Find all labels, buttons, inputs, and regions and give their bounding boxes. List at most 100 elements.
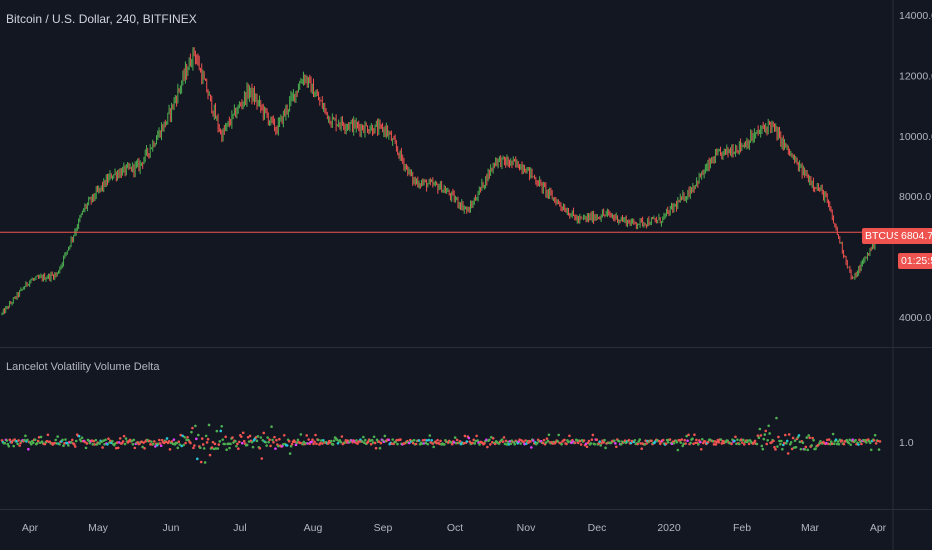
indicator-dot	[636, 442, 640, 446]
indicator-dot	[100, 440, 103, 444]
indicator-dot	[177, 440, 181, 443]
indicator-dot	[94, 438, 98, 442]
indicator-dot	[756, 434, 760, 437]
indicator-dot	[836, 440, 840, 443]
indicator-dot	[604, 446, 607, 450]
indicator-dot	[523, 442, 526, 446]
indicator-dot	[430, 438, 434, 442]
indicator-dot	[788, 442, 792, 446]
indicator-dot	[84, 446, 88, 450]
indicator-dot	[293, 440, 297, 444]
indicator-dot	[288, 452, 292, 455]
indicator-dot	[107, 437, 110, 441]
indicator-dot	[829, 440, 833, 443]
indicator-dot	[565, 442, 568, 446]
time-axis[interactable]: Apr May Jun Jul Aug Sep Oct Nov Dec 2020 Feb Mar Apr	[22, 522, 887, 534]
indicator-dot	[734, 435, 737, 439]
indicator-dot	[332, 439, 336, 443]
indicator-dot	[812, 438, 815, 442]
indicator-dot	[783, 433, 787, 437]
indicator-dot	[377, 440, 381, 443]
indicator-dot	[143, 446, 146, 450]
indicator-dot	[857, 443, 860, 446]
indicator-dot	[193, 444, 196, 447]
indicator-dot	[617, 439, 621, 443]
indicator-dot	[210, 446, 214, 449]
indicator-dot	[305, 434, 309, 437]
indicator-dot	[740, 441, 744, 444]
indicator-dot	[251, 445, 255, 449]
indicator-dot	[500, 438, 504, 441]
indicator-dot	[627, 438, 631, 442]
indicator-dot	[167, 440, 171, 443]
indicator-dot	[878, 440, 882, 443]
indicator-dot	[36, 439, 40, 443]
indicator-dot	[201, 443, 205, 446]
indicator-dot	[740, 438, 743, 441]
indicator-dot	[778, 439, 781, 443]
indicator-dot	[678, 439, 682, 442]
indicator-dot	[335, 438, 339, 441]
indicator-dot	[205, 441, 209, 444]
indicator-dot	[116, 446, 120, 450]
x-tick-label: May	[88, 522, 109, 534]
indicator-axis[interactable]: 1.0	[899, 437, 914, 449]
indicator-dot	[199, 460, 203, 464]
indicator-dot	[56, 435, 59, 438]
indicator-dot	[79, 439, 83, 443]
indicator-dot	[122, 434, 126, 438]
indicator-dot	[827, 438, 831, 441]
indicator-dot	[865, 441, 868, 444]
indicator-dot	[390, 442, 393, 445]
indicator-dot	[683, 438, 686, 442]
indicator-dot	[578, 439, 582, 443]
indicator-dot	[220, 424, 224, 428]
indicator-dot	[106, 443, 109, 446]
indicator-dot	[525, 442, 528, 445]
indicator-dot	[302, 440, 306, 444]
indicator-dot	[692, 442, 695, 446]
indicator-dot	[396, 442, 399, 446]
indicator-dot	[262, 431, 266, 435]
indicator-dot	[645, 442, 648, 445]
indicator-dot	[8, 438, 12, 442]
indicator-dot	[190, 430, 193, 434]
indicator-dot	[131, 442, 135, 446]
indicator-dot	[522, 440, 525, 444]
indicator-dot	[476, 439, 479, 442]
indicator-dot	[463, 434, 467, 438]
indicator-dot	[35, 441, 39, 445]
indicator-dot	[115, 441, 119, 444]
indicator-dot	[860, 442, 863, 446]
indicator-dot	[785, 439, 789, 443]
indicator-dot	[157, 438, 161, 442]
indicator-dot	[793, 439, 797, 442]
indicator-dot	[6, 442, 10, 446]
x-tick-label: 2020	[657, 522, 681, 534]
indicator-dot	[255, 439, 259, 443]
indicator-dot	[359, 438, 362, 441]
indicator-dot	[266, 436, 269, 439]
indicator-dot	[231, 436, 234, 439]
indicator-dot	[842, 442, 846, 446]
indicator-dot	[859, 440, 862, 444]
indicator-dot	[285, 444, 289, 447]
indicator-dot	[505, 443, 509, 446]
indicator-dot	[458, 440, 462, 443]
indicator-dot	[590, 438, 594, 441]
indicator-dot	[672, 441, 676, 445]
x-tick-label: Apr	[22, 522, 39, 534]
indicator-dot	[568, 434, 571, 438]
indicator-dot	[687, 433, 690, 437]
indicator-dot	[765, 442, 769, 446]
indicator-dot	[153, 440, 156, 443]
indicator-dot	[689, 441, 692, 445]
indicator-dot	[518, 438, 521, 442]
indicator-dot	[315, 442, 318, 446]
indicator-dot	[872, 439, 876, 442]
indicator-dot	[614, 442, 617, 445]
indicator-dot	[311, 438, 314, 442]
indicator-dot	[355, 439, 358, 442]
